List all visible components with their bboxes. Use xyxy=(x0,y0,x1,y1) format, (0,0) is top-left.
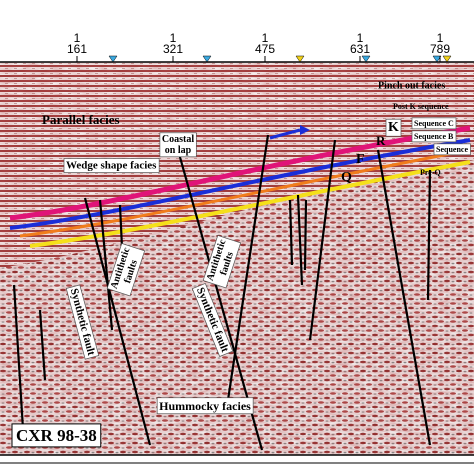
label-hummocky-facies: Hummocky facies xyxy=(156,397,254,415)
label-text: Wedge shape facies xyxy=(66,160,157,172)
trace-number: 161 xyxy=(67,42,87,56)
label-horizon-f: F xyxy=(356,152,365,167)
label-text: Sequence B xyxy=(414,132,454,141)
trace-top: 1 xyxy=(262,31,269,45)
label-text: Parallel facies xyxy=(42,112,120,127)
faults xyxy=(12,134,432,451)
label-text: R xyxy=(376,133,386,148)
well-markers xyxy=(108,55,452,63)
label-horizon-r: R xyxy=(376,133,386,148)
horizon-k xyxy=(9,125,471,221)
trace-top: 1 xyxy=(357,31,364,45)
label-box xyxy=(411,117,457,130)
label-sequence-a: Sequence xyxy=(433,143,471,156)
trace-number: 475 xyxy=(255,42,275,56)
label-text: F xyxy=(356,152,365,167)
trace-number: 321 xyxy=(163,42,183,56)
onlap-arrow xyxy=(269,128,301,140)
horizon-r xyxy=(9,138,471,230)
label-horizon-q: Q xyxy=(341,170,352,185)
label-box xyxy=(159,132,197,158)
label-wedge-shape-facies: Wedge shape facies xyxy=(63,158,160,173)
trace-top: 1 xyxy=(170,31,177,45)
label-text: Sequence C xyxy=(414,119,454,128)
title-box xyxy=(11,423,102,448)
label-text: Coastal xyxy=(162,134,194,145)
label-text: Q xyxy=(341,170,352,185)
label-text: on lap xyxy=(165,145,192,156)
horizon-f xyxy=(19,148,471,238)
label-box xyxy=(106,243,146,297)
trace-number: 631 xyxy=(350,42,370,56)
section-title: CXR 98-38 xyxy=(11,423,102,448)
label-box xyxy=(385,118,402,137)
onlap-arrowhead xyxy=(300,125,310,135)
label-box xyxy=(63,158,160,173)
label-box xyxy=(411,130,457,143)
label-box xyxy=(202,235,242,289)
horizon-q xyxy=(29,160,471,248)
label-horizon-k: K xyxy=(385,118,402,137)
label-box xyxy=(65,284,100,360)
label-pinch-out-facies: Pinch out facies xyxy=(378,80,445,91)
title-text: CXR 98-38 xyxy=(16,426,97,445)
label-text: Pre-Q xyxy=(420,168,441,177)
trace-number: 789 xyxy=(430,42,450,56)
label-box xyxy=(433,143,471,156)
label-box xyxy=(191,283,234,357)
label-post-k-sequence: Post K sequence xyxy=(393,102,449,111)
label-sequence-b: Sequence B xyxy=(411,130,457,143)
label-text: K xyxy=(388,120,399,135)
label-text: Pinch out facies xyxy=(378,80,445,91)
trace-top: 1 xyxy=(74,31,81,45)
label-pre-q: Pre-Q xyxy=(420,168,441,177)
label-box xyxy=(156,397,254,415)
label-parallel-facies: Parallel facies xyxy=(42,112,120,127)
label-text: Post K sequence xyxy=(393,102,449,111)
trace-top: 1 xyxy=(437,31,444,45)
label-text: Hummocky facies xyxy=(159,399,251,413)
label-sequence-c: Sequence C xyxy=(411,117,457,130)
label-text: Sequence xyxy=(436,145,468,154)
